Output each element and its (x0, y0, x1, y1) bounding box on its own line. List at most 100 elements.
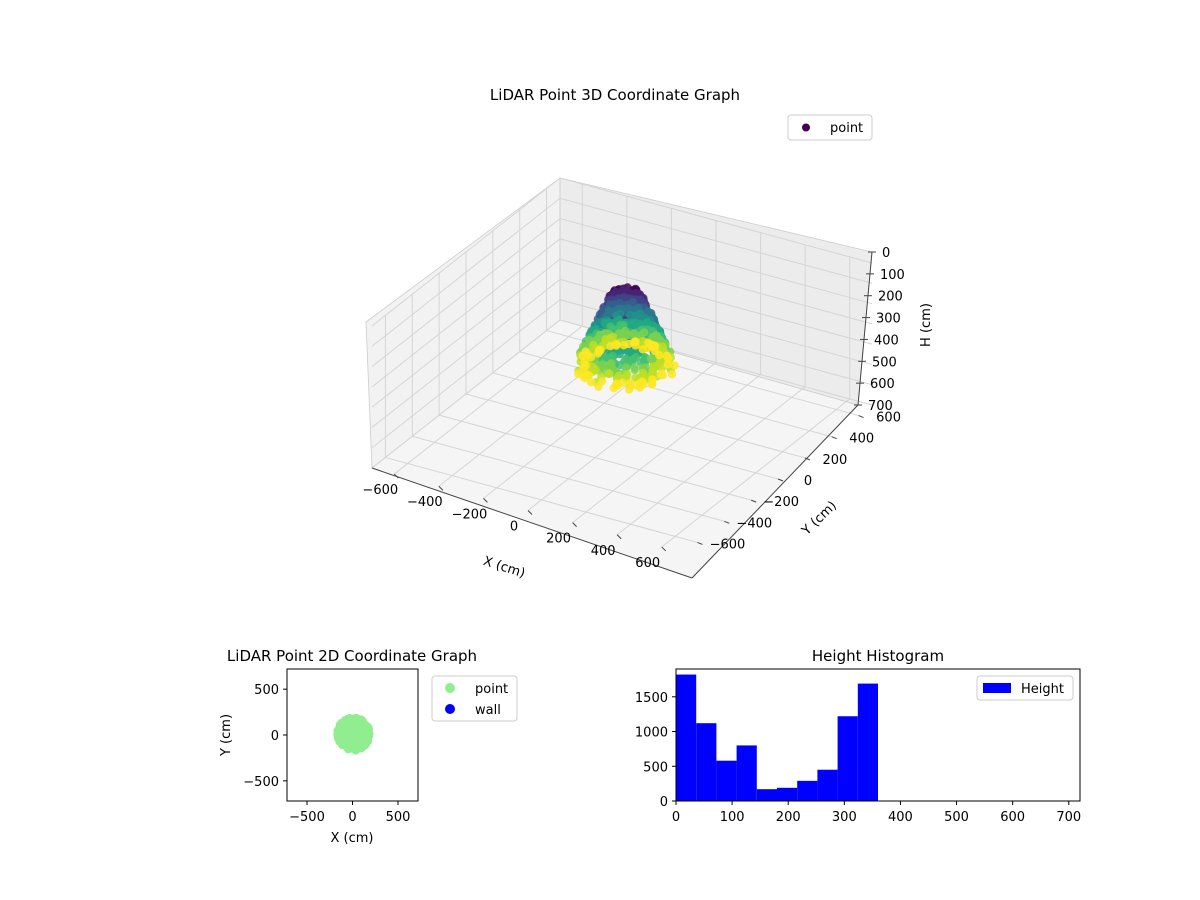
cloud-point (609, 383, 618, 393)
x-tick-label-hist: 300 (832, 810, 857, 825)
cloud-point (623, 346, 633, 356)
histogram-bar (736, 745, 757, 801)
histogram-bars (676, 674, 878, 801)
x-tick-label-hist: 100 (720, 810, 745, 825)
y-tick-label-2d: 0 (271, 729, 279, 744)
gridline (371, 319, 873, 469)
gridline (371, 177, 873, 327)
legend-swatch-height (983, 683, 1011, 693)
z-tick-label-3d: 0 (882, 246, 890, 261)
z-tick-label-3d: 700 (868, 399, 893, 414)
gridline (412, 435, 725, 522)
y-tick-label-3d: 600 (876, 411, 901, 426)
scatter-point (357, 725, 364, 733)
x-tick-label-3d: 600 (635, 556, 660, 571)
gridline (439, 414, 752, 501)
cloud-point (650, 347, 660, 356)
y-axis-line (691, 404, 859, 579)
cloud-point (619, 341, 628, 350)
cloud-point (615, 349, 624, 359)
gridline (385, 456, 698, 543)
scatter-point (335, 725, 342, 732)
y-tick-label-3d: 0 (804, 474, 812, 489)
y-tick-label-hist: 0 (660, 795, 668, 810)
tick-mark (438, 485, 444, 491)
cloud-point (638, 345, 647, 354)
legend-marker-point-2d (445, 683, 455, 693)
histogram-bar (676, 674, 697, 801)
scatter-point (355, 744, 362, 751)
cloud-point (581, 347, 590, 356)
scatter-point (343, 738, 350, 745)
legend-hist: Height (976, 675, 1074, 701)
ticks-2d: −500 0 500 −500 0 500 (243, 683, 410, 825)
z-tick-label-3d: 600 (870, 377, 895, 392)
y-tick-label-hist: 1500 (635, 691, 668, 706)
tick-mark (750, 499, 757, 503)
cloud-point (625, 378, 635, 388)
tick-mark (858, 415, 864, 419)
cloud-point (656, 370, 666, 379)
cloud-point (594, 382, 603, 391)
z-tick-label-3d: 500 (872, 355, 897, 370)
x-tick-label-hist: 200 (776, 810, 801, 825)
cloud-point (630, 365, 639, 375)
cloud-point (586, 378, 596, 387)
y-tick-label-3d: 400 (849, 432, 874, 447)
x-tick-label-hist: 500 (944, 810, 969, 825)
scatter-point (366, 724, 373, 731)
legend-label-point-2d: point (475, 682, 508, 697)
y-tick-label-3d: −200 (763, 495, 799, 510)
legend-label-point-3d: point (830, 121, 863, 136)
x-tick-label-3d: 0 (510, 520, 518, 535)
histogram-bar (797, 780, 818, 801)
x-tick-label-3d: −200 (452, 507, 488, 522)
legend-frame-hist (976, 675, 1074, 701)
scatter-3d-plot: LiDAR Point 3D Coordinate Graph −600 −400… (362, 86, 934, 581)
cloud-point (584, 371, 594, 380)
gridline (465, 393, 779, 480)
z-tick-label-3d: 100 (880, 268, 905, 283)
histogram-bar (777, 787, 798, 801)
histogram-bar (837, 716, 858, 801)
cloud-point (618, 378, 627, 387)
scatter-point (342, 723, 350, 731)
cloud-point (594, 347, 604, 356)
x-tick-label-3d: 400 (591, 544, 616, 559)
legend-label-height: Height (1021, 682, 1064, 697)
gridline (371, 238, 873, 388)
cloud-point (586, 353, 596, 362)
scatter-point (355, 720, 362, 727)
scatter-point (348, 732, 355, 739)
y-tick-label-hist: 500 (643, 760, 668, 775)
gridline (519, 351, 832, 438)
x-tick-label-2d: 0 (348, 810, 356, 825)
scatter-point (366, 730, 373, 737)
chart-title-2d: LiDAR Point 2D Coordinate Graph (227, 647, 477, 665)
gridline (371, 278, 873, 428)
legend-2d: point wall (431, 675, 518, 722)
gridline (371, 197, 873, 347)
y-tick-label-2d: −500 (243, 775, 279, 790)
cloud-point (648, 333, 657, 342)
chart-title-3d: LiDAR Point 3D Coordinate Graph (490, 86, 740, 104)
x-tick-label-2d: −500 (289, 810, 325, 825)
z-tick-label-3d: 400 (874, 333, 899, 348)
legend-frame (787, 114, 873, 141)
gridline (371, 218, 873, 367)
cloud-point (580, 358, 589, 367)
cloud-point (667, 370, 677, 379)
histogram-bar (696, 723, 717, 801)
point-series-2d (333, 713, 374, 755)
tick-mark (572, 522, 577, 527)
cloud-point (664, 354, 673, 363)
x-tick-label-2d: 500 (386, 810, 411, 825)
gridline (492, 372, 805, 459)
cloud-point (670, 361, 679, 370)
cloud-point (605, 369, 614, 378)
scatter-point (338, 735, 346, 742)
x-tick-label-hist: 0 (672, 810, 680, 825)
tick-mark (393, 473, 399, 479)
legend-label-wall-2d: wall (475, 703, 501, 718)
cloud-point (648, 379, 657, 388)
